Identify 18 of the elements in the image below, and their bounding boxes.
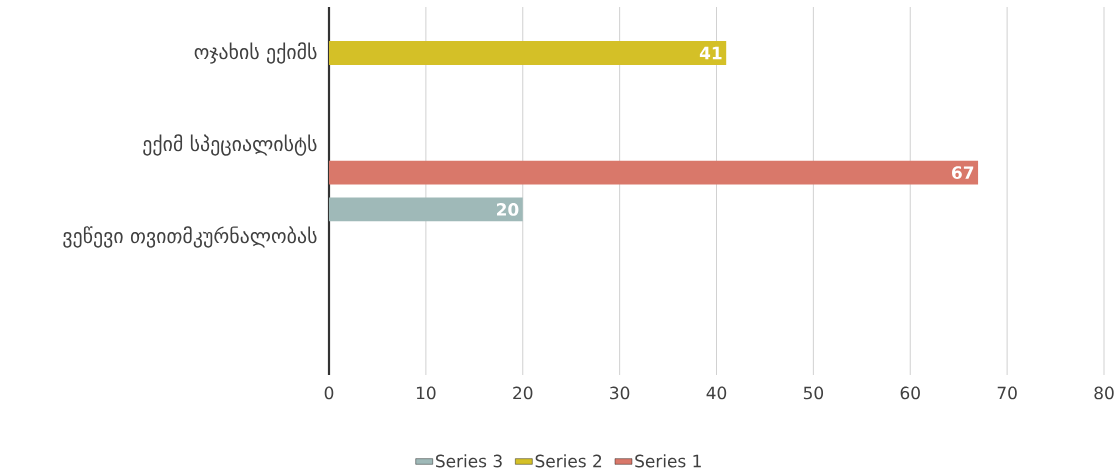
y-tick-label: ვეწევი თვითმკურნალობას <box>63 226 317 248</box>
legend-label: Series 3 <box>436 454 502 468</box>
x-tick-label: 80 <box>1094 386 1114 400</box>
data-label: 41 <box>699 46 722 60</box>
x-tick-label: 60 <box>900 386 920 400</box>
legend-label: Series 1 <box>635 454 701 468</box>
x-tick-label: 10 <box>416 386 436 400</box>
x-tick-label: 0 <box>324 386 334 400</box>
x-tick-label: 30 <box>610 386 630 400</box>
data-label: 20 <box>497 202 519 216</box>
y-tick-label: ექიმ სპეციალისტს <box>143 134 317 156</box>
x-tick-label: 20 <box>513 386 533 400</box>
x-tick-label: 50 <box>803 386 824 400</box>
x-tick-label: 70 <box>997 386 1017 400</box>
legend-label: Series 2 <box>535 454 602 468</box>
y-tick-label: ოჯახის ექიმს <box>194 42 317 64</box>
data-label: 67 <box>952 166 974 179</box>
x-tick-label: 40 <box>706 386 727 400</box>
